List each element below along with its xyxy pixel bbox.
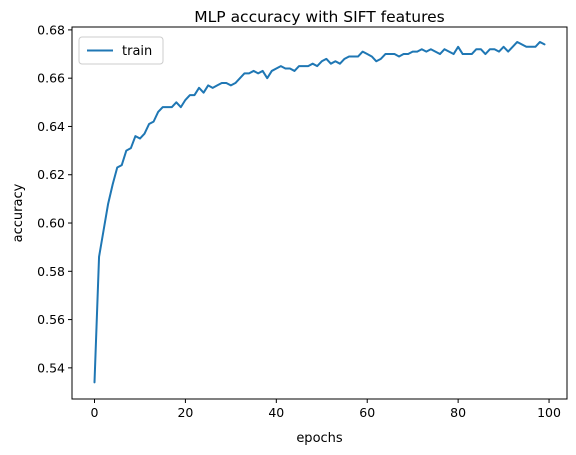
legend-label-train: train [122, 44, 152, 59]
y-tick-label: 0.54 [37, 360, 65, 375]
y-tick-label: 0.68 [37, 22, 65, 37]
y-tick-label: 0.62 [37, 167, 65, 182]
plot-area: 0 20 40 60 80 100 0.54 0.56 0.58 0.60 0.62 0.64 0.66… [37, 22, 568, 420]
x-tick-label: 80 [450, 405, 466, 420]
x-tick-label: 60 [359, 405, 375, 420]
y-tick-label: 0.64 [37, 119, 65, 134]
y-tick-label: 0.66 [37, 71, 65, 86]
chart-title: MLP accuracy with SIFT features [194, 8, 444, 26]
legend-box [78, 36, 164, 65]
y-tick-label: 0.58 [37, 264, 65, 279]
y-tick-label: 0.60 [37, 216, 65, 231]
x-tick-label: 20 [177, 405, 193, 420]
axes-frame [71, 26, 568, 400]
y-tick-label: 0.56 [37, 312, 65, 327]
x-tick-label: 40 [268, 405, 284, 420]
legend: train [78, 36, 164, 65]
x-axis-label: epochs [296, 431, 343, 446]
series-line-train [93, 40, 546, 384]
y-axis-label: accuracy [11, 183, 26, 242]
x-tick-label: 0 [91, 405, 99, 420]
x-tick-label: 100 [537, 405, 561, 420]
